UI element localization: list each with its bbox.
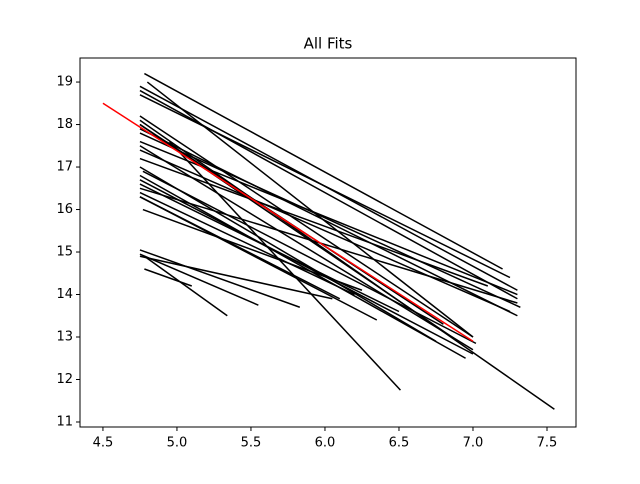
y-tick-label: 13 xyxy=(56,330,73,345)
y-tick-label: 15 xyxy=(56,245,73,260)
y-tick-label: 11 xyxy=(56,414,73,429)
x-tick-label: 6.5 xyxy=(389,436,410,451)
y-tick-label: 16 xyxy=(56,202,73,217)
fit-line xyxy=(139,255,333,300)
fit-line xyxy=(139,183,400,313)
x-tick-label: 6.0 xyxy=(315,436,336,451)
fit-line xyxy=(168,141,402,391)
fit-line xyxy=(144,72,503,270)
fit-line xyxy=(143,255,228,317)
fit-line xyxy=(142,170,477,345)
fit-line xyxy=(139,115,474,338)
plot-area xyxy=(102,72,555,410)
fit-line xyxy=(139,191,355,296)
axes-frame xyxy=(79,57,577,428)
x-tick-label: 5.5 xyxy=(241,436,262,451)
fit-line xyxy=(144,268,193,287)
fit-line xyxy=(102,102,474,342)
x-tick-label: 4.5 xyxy=(93,436,114,451)
fit-line xyxy=(142,208,363,291)
x-tick-label: 7.0 xyxy=(463,436,484,451)
fit-line xyxy=(139,174,466,359)
chart-title: All Fits xyxy=(304,35,353,53)
y-tick-label: 14 xyxy=(56,287,73,302)
fit-line xyxy=(139,253,259,306)
y-tick-label: 18 xyxy=(56,117,73,132)
y-tick-label: 19 xyxy=(56,75,73,90)
y-tick-label: 12 xyxy=(56,372,73,387)
fit-line xyxy=(139,187,518,304)
fit-line xyxy=(139,157,489,287)
x-tick-label: 7.5 xyxy=(537,436,558,451)
x-tick-label: 5.0 xyxy=(167,436,188,451)
fit-line xyxy=(139,132,521,308)
fit-line xyxy=(139,145,474,351)
fit-line xyxy=(139,249,301,308)
fit-line xyxy=(139,196,378,321)
y-tick-label: 17 xyxy=(56,160,73,175)
fit-line xyxy=(139,179,474,355)
fit-line xyxy=(139,94,511,279)
